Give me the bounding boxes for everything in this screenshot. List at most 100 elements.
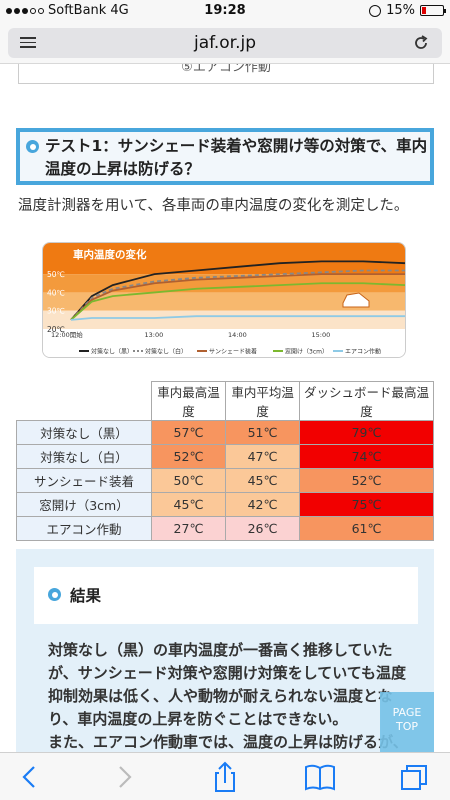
y-tick-label: 50℃	[47, 270, 65, 279]
forward-button[interactable]	[106, 761, 142, 793]
url-text[interactable]: jaf.or.jp	[193, 33, 257, 53]
battery-percent: 15%	[386, 3, 415, 18]
circle-bullet-icon	[48, 588, 61, 601]
chevron-left-icon	[22, 766, 35, 788]
result-body: 対策なし（黒）の車内温度が一番高く推移していたが、サンシェード対策や窓開け対策を…	[48, 639, 418, 752]
table-row: 対策なし（白） 52℃ 47℃ 74℃	[16, 444, 434, 469]
row-label: エアコン作動	[16, 516, 152, 541]
legend-label: 対策なし（黒）	[91, 348, 133, 356]
table-corner	[16, 381, 152, 421]
address-field[interactable]: jaf.or.jp	[8, 28, 442, 58]
series-line	[70, 273, 405, 321]
page-top-label-2: TOP	[395, 720, 418, 733]
tabs-button[interactable]	[396, 761, 432, 793]
test-title: テスト1：サンシェード装着や窓開け等の対策で、車内温度の上昇は防げる？	[45, 137, 428, 178]
row-label: 対策なし（白）	[16, 444, 152, 469]
car-icon	[342, 292, 370, 308]
page-content: ⑤エアコン作動 テスト1：サンシェード装着や窓開け等の対策で、車内温度の上昇は防…	[0, 64, 450, 752]
table-cell: 45℃	[225, 468, 301, 493]
table-header-row: 車内最高温度 車内平均温度 ダッシュボード最高温度	[16, 381, 434, 421]
col-header-max-temp: 車内最高温度	[150, 381, 227, 421]
intro-text: 温度計測器を用いて、各車両の車内温度の変化を測定した。	[18, 198, 409, 214]
y-tick-label: 30℃	[47, 307, 65, 316]
row-label: サンシェード装着	[16, 468, 152, 493]
chart-title: 車内温度の変化	[73, 248, 147, 261]
row-label: 窓開け（3cm）	[16, 492, 152, 517]
signal-icon	[6, 7, 44, 14]
result-paragraph-1: 対策なし（黒）の車内温度が一番高く推移していたが、サンシェード対策や窓開け対策を…	[48, 641, 407, 728]
book-icon	[305, 764, 335, 791]
chart-band	[43, 310, 405, 329]
legend-label: 対策なし（白）	[145, 348, 187, 356]
y-tick-label: 40℃	[47, 288, 65, 297]
status-left: SoftBank 4G	[6, 3, 129, 18]
table-cell: 52℃	[150, 444, 227, 469]
chart-svg: 車内温度の変化 50℃ 40℃ 30℃ 20℃12:00開始 13:00 14:00 15:0…	[43, 243, 405, 357]
col-header-dashboard-temp: ダッシュボード最高温度	[299, 381, 434, 421]
table-cell: 75℃	[299, 492, 434, 517]
status-time: 19:28	[204, 3, 246, 18]
table-row: サンシェード装着 50℃ 45℃ 52℃	[16, 468, 434, 493]
table-cell: 47℃	[225, 444, 301, 469]
series-line	[70, 260, 405, 321]
browser-toolbar	[0, 752, 450, 800]
browser-url-bar: jaf.or.jp	[0, 22, 450, 64]
table-cell: 79℃	[299, 420, 434, 445]
reload-icon[interactable]	[412, 34, 430, 57]
chart-legend-area	[43, 329, 405, 357]
y-tick-label: 20℃	[47, 325, 65, 334]
chart-band	[43, 292, 405, 311]
previous-section-box: ⑤エアコン作動	[18, 64, 434, 84]
tabs-icon	[401, 765, 427, 790]
table-cell: 51℃	[225, 420, 301, 445]
legend-label: エアコン作動	[345, 348, 381, 356]
x-tick-label: 13:00	[145, 331, 164, 339]
row-label: 対策なし（黒）	[16, 420, 152, 445]
table-cell: 57℃	[150, 420, 227, 445]
table-cell: 42℃	[225, 492, 301, 517]
series-line	[70, 282, 405, 321]
table-cell: 61℃	[299, 516, 434, 541]
table-cell: 50℃	[150, 468, 227, 493]
carrier-label: SoftBank	[48, 3, 107, 18]
table-cell: 26℃	[225, 516, 301, 541]
temperature-chart: 車内温度の変化 50℃ 40℃ 30℃ 20℃ 12:00開始 13:00 14:00 15:0…	[42, 242, 406, 358]
status-bar: SoftBank 4G 19:28 15%	[0, 0, 450, 22]
legend-label: サンシェード装着	[209, 348, 257, 356]
share-icon	[215, 761, 235, 792]
series-line	[70, 315, 405, 321]
chevron-right-icon	[119, 766, 132, 788]
table-cell: 52℃	[299, 468, 434, 493]
chart-band	[43, 265, 405, 275]
chart-header-band	[43, 243, 405, 265]
table-row: 窓開け（3cm） 45℃ 42℃ 75℃	[16, 492, 434, 517]
result-section: 結果 対策なし（黒）の車内温度が一番高く推移していたが、サンシェード対策や窓開け…	[16, 549, 434, 752]
table-cell: 27℃	[150, 516, 227, 541]
series-line	[70, 269, 405, 321]
page-top-label-1: PAGE	[392, 706, 422, 719]
x-tick-label: 12:00開始	[51, 330, 83, 339]
table-row: エアコン作動 27℃ 26℃ 61℃	[16, 516, 434, 541]
col-header-avg-temp: 車内平均温度	[225, 381, 301, 421]
page-top-button[interactable]: PAGE TOP	[380, 692, 434, 752]
table-cell: 45℃	[150, 492, 227, 517]
bookmarks-button[interactable]	[302, 761, 338, 793]
orientation-lock-icon	[369, 4, 382, 17]
x-tick-label: 15:00	[312, 331, 331, 339]
battery-icon	[420, 5, 446, 16]
result-heading: 結果	[70, 587, 102, 605]
results-table: 車内最高温度 車内平均温度 ダッシュボード最高温度 対策なし（黒） 57℃ 51℃ 7…	[16, 381, 434, 541]
circle-bullet-icon	[26, 140, 39, 153]
table-cell: 74℃	[299, 444, 434, 469]
x-tick-label: 14:00	[228, 331, 247, 339]
result-heading-box: 結果	[34, 567, 418, 624]
legend-label: 窓開け（3cm）	[285, 348, 328, 356]
share-button[interactable]	[207, 761, 243, 793]
status-right: 15%	[369, 3, 446, 18]
test-heading-box: テスト1：サンシェード装着や窓開け等の対策で、車内温度の上昇は防げる？	[16, 128, 434, 185]
back-button[interactable]	[12, 761, 48, 793]
table-row: 対策なし（黒） 57℃ 51℃ 79℃	[16, 420, 434, 445]
result-paragraph-2: また、エアコン作動車では、温度の上昇は防げるが、エンジンをかけたままだと、誤操作…	[48, 733, 408, 751]
network-label: 4G	[110, 3, 129, 18]
reader-menu-icon[interactable]	[20, 37, 36, 49]
